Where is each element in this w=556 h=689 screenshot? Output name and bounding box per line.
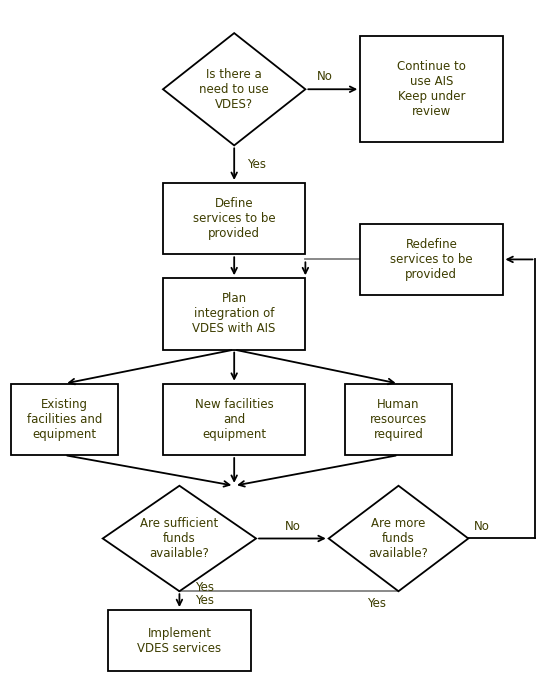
FancyBboxPatch shape <box>108 610 251 671</box>
Text: Implement
VDES services: Implement VDES services <box>137 626 221 655</box>
Text: No: No <box>285 520 300 533</box>
FancyBboxPatch shape <box>360 224 503 295</box>
FancyBboxPatch shape <box>163 278 305 349</box>
Text: Redefine
services to be
provided: Redefine services to be provided <box>390 238 473 281</box>
Text: Human
resources
required: Human resources required <box>370 398 427 441</box>
Text: Are more
funds
available?: Are more funds available? <box>369 517 429 560</box>
Text: New facilities
and
equipment: New facilities and equipment <box>195 398 274 441</box>
Text: No: No <box>474 520 490 533</box>
Text: Yes: Yes <box>195 582 214 595</box>
Text: Are sufficient
funds
available?: Are sufficient funds available? <box>140 517 219 560</box>
Text: Is there a
need to use
VDES?: Is there a need to use VDES? <box>199 68 269 111</box>
Polygon shape <box>103 486 256 591</box>
Text: Yes: Yes <box>195 594 214 607</box>
FancyBboxPatch shape <box>163 183 305 254</box>
Text: Yes: Yes <box>247 158 266 171</box>
Text: Yes: Yes <box>367 597 386 610</box>
FancyBboxPatch shape <box>345 384 452 455</box>
Text: Existing
facilities and
equipment: Existing facilities and equipment <box>27 398 102 441</box>
Text: Plan
integration of
VDES with AIS: Plan integration of VDES with AIS <box>192 292 276 336</box>
Polygon shape <box>163 33 305 145</box>
Text: No: No <box>316 70 332 83</box>
FancyBboxPatch shape <box>11 384 118 455</box>
Polygon shape <box>329 486 468 591</box>
Text: Define
services to be
provided: Define services to be provided <box>193 197 276 240</box>
FancyBboxPatch shape <box>163 384 305 455</box>
Text: Continue to
use AIS
Keep under
review: Continue to use AIS Keep under review <box>397 60 466 119</box>
FancyBboxPatch shape <box>360 37 503 142</box>
